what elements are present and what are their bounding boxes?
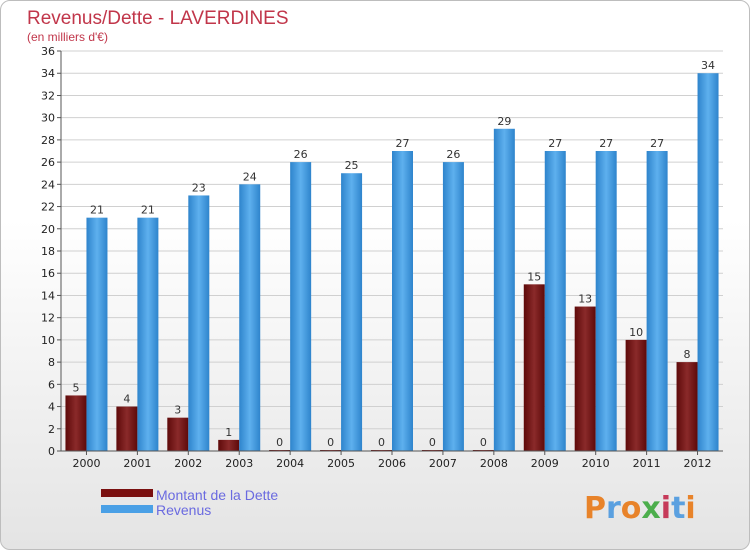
y-tick-label: 18 (41, 245, 55, 258)
value-label-revenus: 27 (548, 137, 562, 150)
y-tick-label: 28 (41, 134, 55, 147)
y-tick-label: 4 (48, 401, 55, 414)
value-label-revenus: 27 (396, 137, 410, 150)
value-label-revenus: 34 (701, 59, 715, 72)
bar-dette (218, 439, 240, 451)
value-label-dette: 0 (480, 436, 487, 449)
bar-revenus (544, 151, 566, 451)
bar-dette (167, 417, 189, 451)
bar-dette (116, 406, 138, 451)
bar-revenus (239, 184, 261, 452)
value-label-revenus: 27 (650, 137, 664, 150)
y-tick-label: 12 (41, 312, 55, 325)
chart-title: Revenus/Dette - LAVERDINES (27, 8, 289, 29)
y-tick-label: 24 (41, 178, 55, 191)
bar-dette (65, 395, 87, 451)
value-label-revenus: 26 (446, 148, 460, 161)
bar-revenus (646, 151, 668, 451)
y-tick-label: 36 (41, 45, 55, 58)
bar-revenus (392, 151, 413, 451)
chart-subtitle: (en milliers d'€) (27, 30, 108, 44)
logo-text: Proxiti (584, 491, 696, 526)
value-label-dette: 0 (429, 436, 436, 449)
value-label-revenus: 21 (90, 204, 104, 217)
y-tick-label: 30 (41, 112, 55, 125)
value-label-dette: 10 (629, 326, 643, 339)
value-label-dette: 1 (225, 426, 232, 439)
x-tick-label: 2012 (684, 457, 712, 470)
value-label-dette: 0 (276, 436, 283, 449)
y-tick-label: 14 (41, 289, 55, 302)
value-label-dette: 0 (378, 436, 385, 449)
y-tick-label: 20 (41, 223, 55, 236)
legend: Montant de la Dette Revenus (101, 487, 278, 518)
x-tick-label: 2005 (327, 457, 355, 470)
bar-revenus (137, 217, 159, 451)
x-tick-label: 2009 (531, 457, 559, 470)
value-label-dette: 5 (72, 381, 79, 394)
value-label-dette: 4 (123, 393, 130, 406)
x-tick-label: 2001 (123, 457, 151, 470)
value-label-dette: 13 (578, 293, 592, 306)
proxiti-logo: Proxiti (584, 491, 696, 526)
bar-dette (574, 306, 596, 451)
y-tick-label: 2 (48, 423, 55, 436)
bar-revenus (86, 217, 108, 451)
y-tick-label: 16 (41, 267, 55, 280)
y-tick-label: 34 (41, 67, 55, 80)
value-label-revenus: 21 (141, 204, 155, 217)
bar-dette (523, 284, 545, 451)
value-label-revenus: 23 (192, 181, 206, 194)
x-tick-label: 2006 (378, 457, 406, 470)
x-tick-label: 2007 (429, 457, 457, 470)
bar-revenus (341, 173, 363, 451)
legend-swatch-dette (101, 489, 153, 497)
x-tick-label: 2003 (225, 457, 253, 470)
x-axis: 2000 2001 2002 2003 2004 2005 2006 2007 2008 2009… (61, 450, 723, 470)
bar-revenus (290, 162, 312, 451)
bar-dette (625, 339, 647, 451)
y-tick-label: 22 (41, 201, 55, 214)
x-tick-label: 2011 (633, 457, 661, 470)
x-tick-label: 2000 (72, 457, 100, 470)
bars: 5 21 4 21 3 23 1 24 0 26 0 25 0 27 0 26 0 29 15 27 13 27 10 27 8… (65, 59, 719, 452)
bar-revenus (442, 162, 464, 451)
value-label-dette: 15 (527, 270, 541, 283)
x-tick-label: 2010 (582, 457, 610, 470)
y-tick-label: 6 (48, 378, 55, 391)
legend-label-dette: Montant de la Dette (156, 487, 278, 503)
bar-revenus (595, 151, 617, 451)
value-label-revenus: 29 (497, 115, 511, 128)
bar-revenus (188, 195, 210, 451)
y-tick-label: 10 (41, 334, 55, 347)
x-tick-label: 2002 (174, 457, 202, 470)
bar-dette (676, 362, 698, 451)
value-label-revenus: 27 (599, 137, 613, 150)
legend-swatch-revenus (101, 505, 153, 513)
y-tick-label: 0 (48, 445, 55, 458)
x-tick-label: 2004 (276, 457, 304, 470)
value-label-revenus: 25 (345, 159, 359, 172)
bar-revenus (697, 73, 719, 451)
x-tick-label: 2008 (480, 457, 508, 470)
bar-revenus (493, 128, 515, 451)
y-tick-label: 26 (41, 156, 55, 169)
value-label-revenus: 24 (243, 170, 257, 183)
value-label-dette: 3 (174, 404, 181, 417)
legend-label-revenus: Revenus (156, 502, 211, 518)
y-tick-label: 32 (41, 89, 55, 102)
value-label-dette: 8 (684, 348, 691, 361)
y-tick-label: 8 (48, 356, 55, 369)
value-label-revenus: 26 (294, 148, 308, 161)
value-label-dette: 0 (327, 436, 334, 449)
